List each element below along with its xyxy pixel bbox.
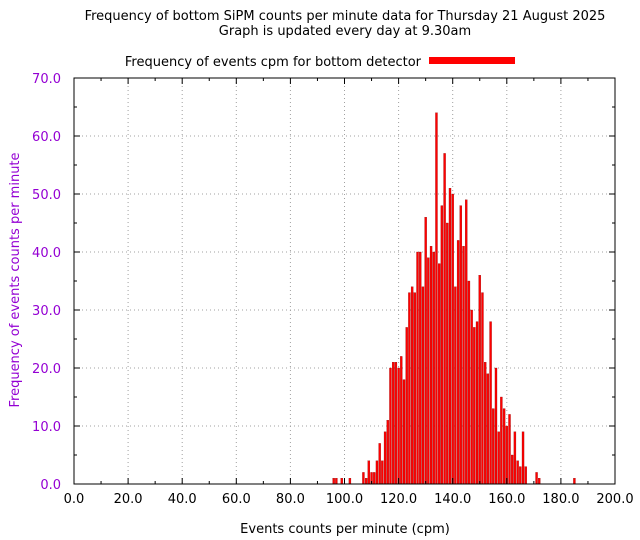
- histogram-bar: [462, 246, 465, 485]
- histogram-bar: [400, 356, 403, 485]
- histogram-bar: [373, 472, 376, 485]
- y-tick-label: 0.0: [40, 478, 61, 493]
- x-tick-label: 180.0: [542, 492, 579, 507]
- histogram-bar: [432, 251, 435, 485]
- histogram-bar: [362, 472, 365, 485]
- histogram-bar: [375, 460, 379, 485]
- bars: [332, 112, 576, 485]
- histogram-bar: [429, 246, 433, 485]
- plot-frame: [73, 77, 616, 485]
- histogram-bar: [459, 205, 462, 485]
- x-tick-label: 200.0: [596, 492, 633, 507]
- histogram-bar: [383, 431, 387, 485]
- histogram-bar: [513, 431, 517, 485]
- histogram-bar: [435, 112, 438, 485]
- histogram-bar: [465, 199, 468, 485]
- histogram-bar: [443, 153, 446, 485]
- histogram-bar: [389, 367, 392, 485]
- histogram-bar: [421, 286, 425, 485]
- x-tick-label: 40.0: [168, 492, 197, 507]
- histogram-bar: [427, 257, 430, 485]
- histogram-bar: [448, 188, 452, 485]
- histogram-bar: [416, 251, 419, 485]
- histogram-bar: [478, 275, 481, 485]
- histogram-bar: [454, 286, 457, 485]
- x-tick-label: 80.0: [276, 492, 305, 507]
- histogram-bar: [392, 362, 395, 485]
- histogram-bar: [500, 396, 503, 485]
- histogram-bar: [473, 327, 476, 485]
- histogram-bar: [470, 309, 473, 485]
- histogram-bar: [508, 414, 511, 485]
- y-tick-label: 60.0: [32, 130, 61, 145]
- x-axis-label: Events counts per minute (cpm): [240, 522, 450, 537]
- histogram-bar: [332, 478, 335, 485]
- histogram-bar: [497, 431, 500, 485]
- y-tick-label: 30.0: [32, 304, 61, 319]
- histogram-bar: [494, 367, 498, 485]
- histogram-bar: [386, 420, 389, 485]
- histogram-bar: [475, 321, 479, 485]
- histogram-bar: [340, 478, 343, 485]
- histogram-bar: [451, 193, 454, 485]
- histogram-bar: [573, 478, 576, 485]
- histogram-bar: [381, 460, 384, 485]
- histogram-bar: [521, 431, 525, 485]
- histogram-bar: [481, 292, 484, 485]
- legend-label: Frequency of events cpm for bottom detec…: [125, 55, 422, 70]
- y-axis-label: Frequency of events counts per minute: [8, 152, 23, 407]
- histogram-bar: [502, 408, 506, 485]
- y-tick-label: 40.0: [32, 246, 61, 261]
- histogram-bar: [364, 478, 368, 485]
- chart-title: Frequency of bottom SiPM counts per minu…: [85, 9, 606, 24]
- x-tick-labels: 0.0 20.0 40.0 60.0 80.0 100.0 120.0 140.0 160.0 1…: [64, 492, 634, 507]
- histogram-bar: [511, 454, 514, 485]
- legend: Frequency of events cpm for bottom detec…: [125, 55, 515, 70]
- histogram-bar: [424, 217, 427, 485]
- histogram-bar: [367, 460, 371, 485]
- y-tick-label: 50.0: [32, 188, 61, 203]
- legend-swatch: [429, 57, 515, 64]
- histogram-bar: [378, 443, 381, 485]
- histogram-bar: [419, 251, 422, 485]
- histogram-bar: [440, 205, 444, 485]
- histogram-bar: [486, 373, 490, 485]
- histogram-bar: [538, 478, 541, 485]
- histogram-bar: [335, 478, 338, 485]
- histogram-bar: [483, 362, 487, 485]
- histogram-bar: [467, 280, 471, 485]
- histogram-bar: [524, 466, 527, 485]
- histogram-bar: [446, 222, 449, 485]
- histogram-bar: [489, 321, 492, 485]
- histogram-bar: [456, 240, 460, 485]
- grid: [74, 78, 615, 484]
- histogram-bar: [505, 425, 508, 485]
- chart-subtitle: Graph is updated every day at 9.30am: [219, 24, 471, 39]
- x-tick-label: 120.0: [380, 492, 417, 507]
- histogram-bar: [405, 327, 408, 485]
- histogram-bar: [413, 292, 416, 485]
- histogram-bar: [397, 367, 400, 485]
- histogram-bar: [394, 362, 398, 485]
- histogram-bar: [492, 408, 495, 485]
- y-tick-label: 20.0: [32, 362, 61, 377]
- y-tick-label: 10.0: [32, 420, 61, 435]
- x-tick-label: 100.0: [326, 492, 363, 507]
- histogram-bar: [408, 292, 411, 485]
- y-tick-labels: 0.0 10.0 20.0 30.0 40.0 50.0 60.0 70.0: [32, 72, 61, 493]
- x-tick-label: 20.0: [114, 492, 143, 507]
- x-tick-label: 0.0: [64, 492, 85, 507]
- histogram-bar: [402, 379, 406, 485]
- histogram-bar: [519, 466, 522, 485]
- x-tick-label: 140.0: [434, 492, 471, 507]
- x-tick-label: 160.0: [488, 492, 525, 507]
- histogram-bar: [516, 460, 519, 485]
- y-tick-label: 70.0: [32, 72, 61, 87]
- histogram-bar: [410, 286, 414, 485]
- histogram-bar: [535, 472, 538, 485]
- histogram-bar: [438, 263, 441, 485]
- histogram-bar: [348, 478, 352, 485]
- x-tick-label: 60.0: [222, 492, 251, 507]
